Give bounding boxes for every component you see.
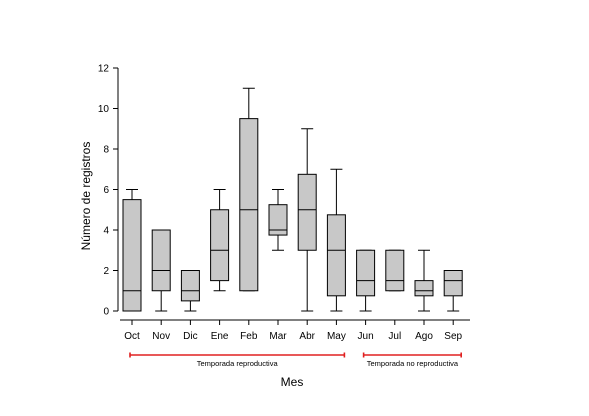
- x-axis: Oct Nov Dic Ene Feb Mar Abr May Jun Jul Ago Sep: [120, 319, 470, 342]
- box-iqr: [443, 270, 463, 297]
- y-tick-label: 10: [98, 104, 110, 115]
- box-iqr: [239, 118, 259, 292]
- box-iqr: [356, 249, 376, 297]
- box-iqr: [414, 280, 434, 297]
- y-tick-label: 0: [103, 307, 109, 318]
- y-tick-label: 2: [103, 266, 109, 277]
- y-tick-label: 12: [98, 64, 110, 75]
- box-iqr: [297, 173, 317, 251]
- x-tick-label: Mar: [269, 331, 287, 342]
- box-dic: [180, 270, 200, 312]
- box-series: [122, 87, 463, 312]
- x-tick-label: Jun: [358, 331, 374, 342]
- x-tick-label: Nov: [152, 331, 170, 342]
- box-iqr: [122, 199, 142, 312]
- x-axis-title: Mes: [281, 375, 304, 389]
- season-annotation: Temporada reproductiva: [129, 352, 346, 368]
- box-may: [326, 168, 346, 312]
- box-iqr: [210, 209, 230, 282]
- box-jun: [356, 249, 376, 312]
- x-tick-label: Ene: [211, 331, 229, 342]
- x-tick-label: May: [327, 331, 346, 342]
- box-ago: [414, 249, 434, 312]
- y-tick-label: 6: [103, 185, 109, 196]
- season-label: Temporada reproductiva: [197, 359, 279, 368]
- box-mar: [268, 189, 288, 251]
- x-tick-label: Sep: [444, 331, 462, 342]
- box-abr: [297, 128, 317, 312]
- y-axis-title: Número de registros: [79, 142, 93, 251]
- box-sep: [443, 270, 463, 312]
- y-axis: 0 2 4 6 8 10 12: [98, 64, 119, 318]
- box-iqr: [180, 270, 200, 302]
- box-nov: [151, 229, 171, 312]
- season-annotation: Temporada no reproductiva: [362, 352, 463, 368]
- season-label: Temporada no reproductiva: [367, 359, 459, 368]
- box-iqr: [326, 214, 346, 297]
- x-tick-label: Abr: [299, 331, 315, 342]
- box-ene: [210, 189, 230, 292]
- x-tick-label: Feb: [240, 331, 258, 342]
- box-jul: [385, 249, 405, 292]
- x-tick-label: Jul: [388, 331, 401, 342]
- season-annotations: Temporada reproductiva Temporada no repro…: [129, 352, 463, 368]
- box-feb: [239, 87, 259, 292]
- x-tick-label: Oct: [124, 331, 140, 342]
- box-iqr: [385, 249, 405, 292]
- box-iqr: [268, 204, 288, 236]
- y-tick-label: 4: [103, 226, 109, 237]
- x-tick-label: Dic: [183, 331, 197, 342]
- box-oct: [122, 189, 142, 312]
- x-tick-label: Ago: [415, 331, 433, 342]
- box-iqr: [151, 229, 171, 292]
- y-tick-label: 8: [103, 145, 109, 156]
